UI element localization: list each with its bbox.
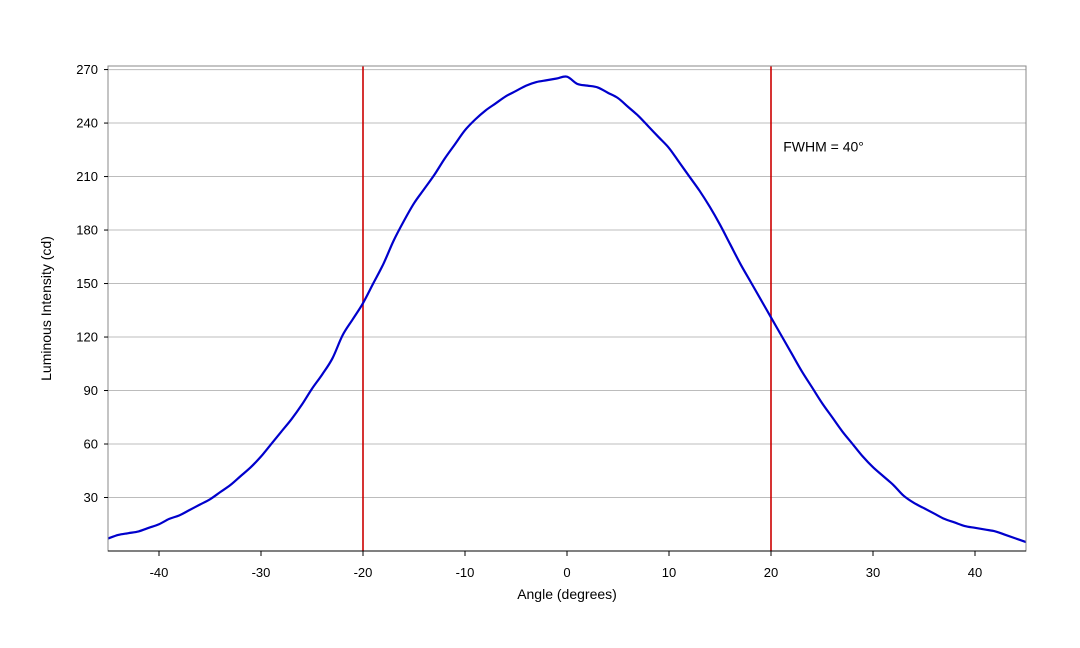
y-tick-label: 240 — [76, 116, 98, 131]
y-tick-label: 150 — [76, 276, 98, 291]
x-tick-label: 10 — [662, 565, 676, 580]
y-tick-label: 120 — [76, 330, 98, 345]
intensity-series-line — [107, 75, 1027, 544]
x-tick-label: -10 — [456, 565, 475, 580]
annotations: FWHM = 40° — [783, 139, 864, 155]
x-tick-label: -40 — [150, 565, 169, 580]
y-axis-title: Luminous Intensity (cd) — [38, 236, 54, 381]
fwhm-annotation: FWHM = 40° — [783, 139, 864, 155]
plot-frame — [107, 65, 1027, 552]
x-tick-label: -20 — [354, 565, 373, 580]
y-tick-label: 90 — [84, 383, 98, 398]
y-axis: 30 60 90 120 150 180 210 240 270 — [76, 62, 108, 505]
x-tick-label: 30 — [866, 565, 880, 580]
series-layer — [107, 75, 1027, 544]
y-tick-label: 210 — [76, 169, 98, 184]
y-tick-label: 180 — [76, 223, 98, 238]
x-tick-label: -30 — [252, 565, 271, 580]
x-tick-label: 0 — [563, 565, 570, 580]
y-tick-label: 270 — [76, 62, 98, 77]
x-tick-label: 40 — [968, 565, 982, 580]
gridlines — [108, 69, 1026, 499]
y-tick-label: 30 — [84, 490, 98, 505]
y-tick-label: 60 — [84, 437, 98, 452]
fwhm-markers — [362, 66, 772, 551]
x-axis: -40 -30 -20 -10 0 10 20 30 40 — [108, 550, 1026, 580]
x-axis-title: Angle (degrees) — [517, 586, 617, 602]
x-tick-label: 20 — [764, 565, 778, 580]
